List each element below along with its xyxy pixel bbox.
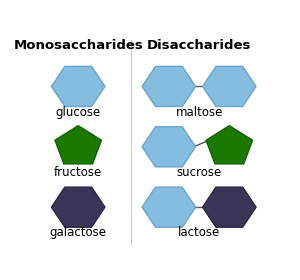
Polygon shape bbox=[202, 66, 256, 106]
Polygon shape bbox=[142, 66, 196, 106]
Polygon shape bbox=[202, 187, 256, 227]
Text: Disaccharides: Disaccharides bbox=[147, 39, 251, 52]
Text: glucose: glucose bbox=[56, 106, 101, 119]
Polygon shape bbox=[142, 187, 196, 227]
Text: Monosaccharides: Monosaccharides bbox=[13, 39, 143, 52]
Text: maltose: maltose bbox=[176, 106, 223, 119]
Text: galactose: galactose bbox=[50, 227, 107, 239]
Polygon shape bbox=[52, 66, 105, 106]
Polygon shape bbox=[52, 187, 105, 227]
Polygon shape bbox=[55, 126, 101, 164]
Text: fructose: fructose bbox=[54, 166, 102, 179]
Polygon shape bbox=[206, 126, 253, 164]
Polygon shape bbox=[142, 127, 196, 167]
Text: lactose: lactose bbox=[178, 227, 220, 239]
Text: sucrose: sucrose bbox=[176, 166, 222, 179]
